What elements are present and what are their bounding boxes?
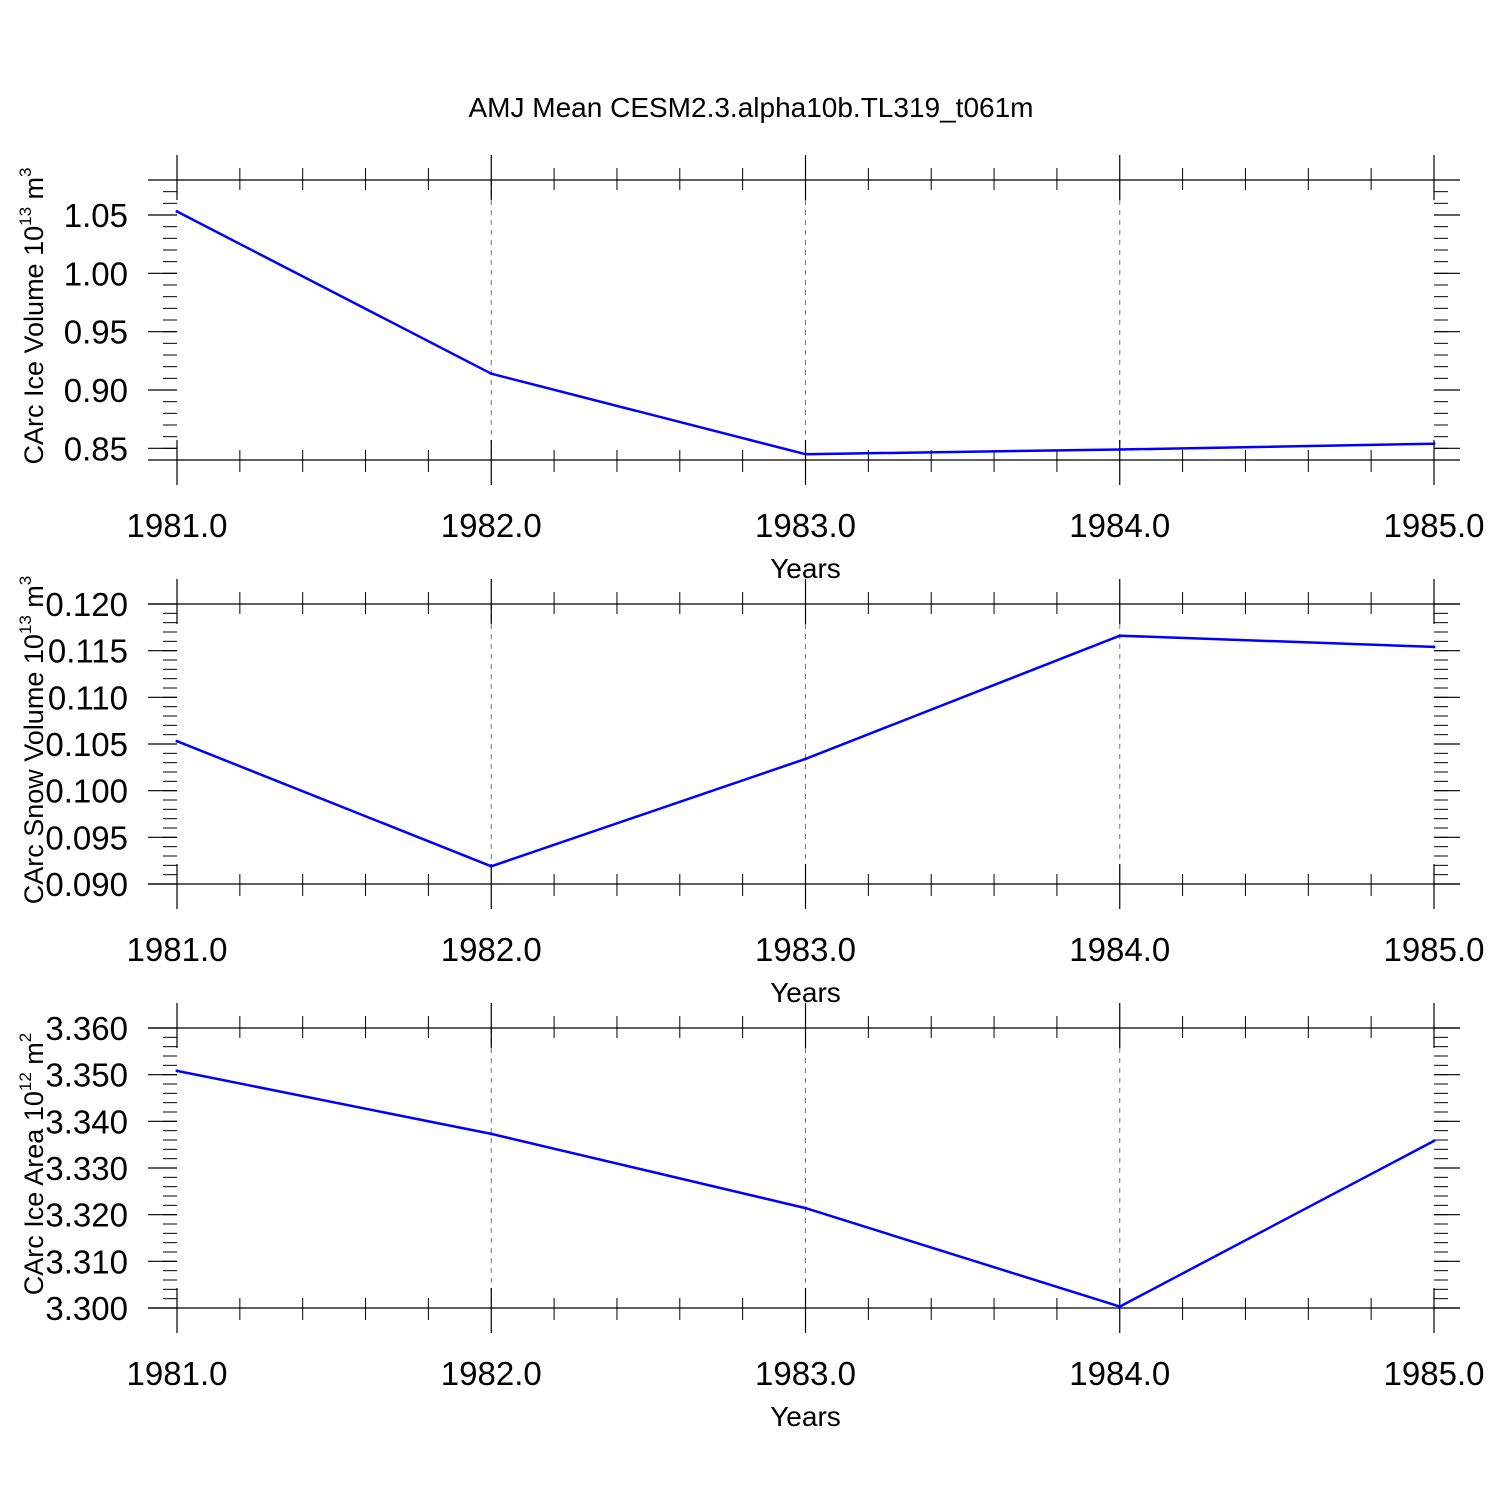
y-tick-label: 0.100 (45, 773, 128, 810)
x-tick-label: 1985.0 (1384, 1355, 1485, 1392)
data-point (175, 210, 179, 213)
x-tick-label: 1984.0 (1069, 507, 1170, 544)
chart-panel-3: 3.300 3.310 3.320 3.330 3.340 3.350 3.360 1981.… (16, 1003, 1484, 1432)
x-tick-label: 1982.0 (441, 1355, 542, 1392)
data-point (1118, 448, 1122, 451)
data-point (1432, 1139, 1436, 1143)
x-axis-label: Years (770, 977, 841, 1008)
y-tick-label: 0.95 (64, 314, 128, 351)
x-tick-label: 1981.0 (127, 1355, 228, 1392)
series-line (176, 634, 1435, 868)
data-point (175, 1069, 179, 1073)
x-tick-label: 1984.0 (1069, 1355, 1170, 1392)
data-point (489, 864, 493, 868)
y-tick-label: 0.90 (64, 372, 128, 409)
data-point (175, 739, 179, 743)
data-point (804, 452, 807, 456)
x-tick-label: 1985.0 (1384, 507, 1485, 544)
y-tick-label: 0.105 (45, 726, 128, 763)
y-tick-label: 1.05 (64, 197, 128, 234)
x-tick-label: 1984.0 (1069, 931, 1170, 968)
y-tick-label: 3.300 (45, 1290, 128, 1327)
y-tick-label: 0.095 (45, 819, 128, 856)
x-tick-label: 1981.0 (127, 507, 228, 544)
y-tick-label: 0.120 (45, 586, 128, 623)
x-tick-label: 1983.0 (755, 1355, 856, 1392)
y-tick-label: 3.350 (45, 1057, 128, 1094)
x-axis-label: Years (770, 1401, 841, 1432)
x-tick-label: 1985.0 (1384, 931, 1485, 968)
data-point (1118, 634, 1122, 638)
y-axis-label: CArc Ice Area 1012 m2 (16, 1033, 49, 1296)
chart-title: AMJ Mean CESM2.3.alpha10b.TL319_t061m (469, 92, 1034, 123)
x-tick-label: 1983.0 (755, 507, 856, 544)
y-tick-label: 3.310 (45, 1243, 128, 1280)
y-tick-label: 3.320 (45, 1197, 128, 1234)
data-point (804, 1206, 807, 1210)
y-axis-label: CArc Ice Volume 1013 m3 (16, 167, 49, 464)
x-tick-label: 1981.0 (127, 931, 228, 968)
y-tick-label: 3.330 (45, 1150, 128, 1187)
data-point (1432, 645, 1436, 649)
data-point (1118, 1305, 1122, 1309)
x-axis-label: Years (770, 553, 841, 584)
x-tick-label: 1982.0 (441, 507, 542, 544)
y-tick-label: 0.85 (64, 430, 128, 467)
data-point (1432, 442, 1436, 446)
y-tick-label: 0.090 (45, 866, 128, 903)
y-tick-label: 3.360 (45, 1010, 128, 1047)
y-tick-label: 0.115 (48, 633, 128, 670)
data-point (489, 372, 493, 376)
chart-panel-2: 0.090 0.095 0.100 0.105 0.110 0.115 0.120 1981.… (16, 576, 1484, 1008)
y-axis-label: CArc Snow Volume 1013 m3 (16, 576, 49, 905)
y-tick-label: 0.110 (48, 679, 128, 716)
x-tick-label: 1982.0 (441, 931, 542, 968)
panels: 0.85 0.90 0.95 1.00 1.05 1981.0 1982.0 1983.0 19… (16, 155, 1484, 1432)
y-tick-label: 3.340 (45, 1103, 128, 1140)
x-tick-label: 1983.0 (755, 931, 856, 968)
data-point (489, 1132, 493, 1136)
y-tick-label: 1.00 (64, 255, 128, 292)
chart-panel-1: 0.85 0.90 0.95 1.00 1.05 1981.0 1982.0 1983.0 19… (16, 155, 1484, 584)
data-point (804, 757, 807, 761)
